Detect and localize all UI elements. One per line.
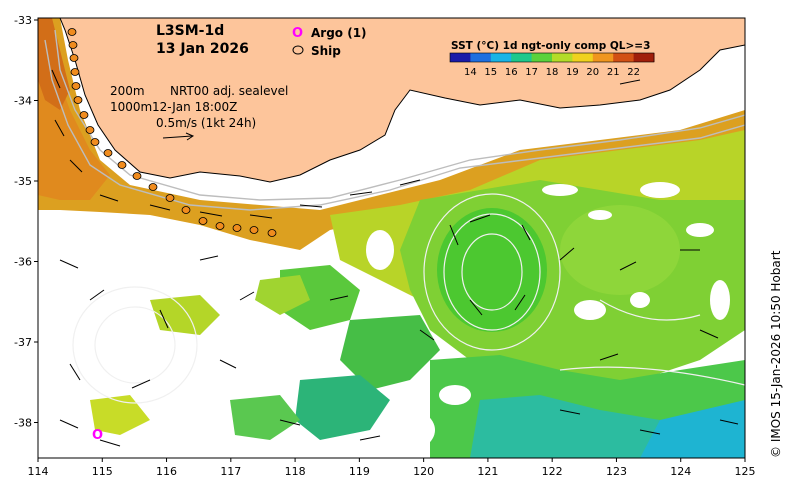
datetime-label: 12-Jan 18:00Z: [152, 100, 237, 114]
colorbar-swatches: [449, 52, 655, 63]
colorbar-tick-label: 14: [464, 67, 477, 78]
colorbar-swatch: [613, 53, 635, 62]
y-tick-label: -35: [14, 175, 32, 188]
depth-label-200m: 200m: [110, 84, 145, 98]
y-tick-label: -36: [14, 256, 32, 269]
cloud-gaps: [366, 182, 730, 452]
map-plot-area: O: [38, 18, 745, 458]
x-tick-label: 122: [542, 465, 563, 478]
colorbar-swatch: [572, 53, 594, 62]
scale-arrow: [162, 135, 193, 139]
sealevel-contours: [72, 193, 745, 404]
colorbar-swatch: [490, 53, 512, 62]
colorbar-swatch: [531, 53, 553, 62]
colorbar-tick-label: 21: [607, 67, 620, 78]
colorbar-swatch: [592, 53, 614, 62]
x-tick-label: 124: [670, 465, 691, 478]
colorbar-title: SST (°C) 1d ngt-only comp QL>=3: [451, 40, 650, 52]
colorbar-swatch: [470, 53, 492, 62]
colorbar-swatch: [633, 53, 655, 62]
map-title-date: 13 Jan 2026: [156, 41, 249, 57]
x-tick-label: 116: [156, 465, 177, 478]
colorbar-tick-label: 15: [484, 67, 497, 78]
colorbar: SST (°C) 1d ngt-only comp QL>=3 14 15 16 17…: [449, 40, 655, 78]
map-title-product: L3SM-1d: [156, 23, 224, 39]
y-tick-label: -38: [14, 417, 32, 430]
argo-legend-icon: O: [292, 26, 303, 41]
depth-label-1000m: 1000m: [110, 100, 152, 114]
bathymetry-contours: [44, 29, 745, 211]
x-tick-label: 119: [349, 465, 370, 478]
credit-text: © IMOS 15-Jan-2026 10:50 Hobart: [769, 250, 783, 458]
colorbar-tick-label: 19: [566, 67, 579, 78]
colorbar-swatch: [450, 53, 471, 62]
x-tick-label: 115: [92, 465, 113, 478]
colorbar-tick-label: 22: [627, 67, 640, 78]
colorbar-tick-label: 17: [525, 67, 538, 78]
plot-frame: [37, 17, 746, 459]
scale-label: 0.5m/s (1kt 24h): [156, 116, 256, 130]
colorbar-swatch: [511, 53, 533, 62]
colorbar-ticks: 14 15 16 17 18 19 20 21 22: [464, 67, 640, 78]
ship-legend-label: Ship: [311, 44, 341, 58]
current-vectors: [51, 69, 739, 447]
map-annotation: 200m NRT00 adj. sealevel 1000m 12-Jan 18…: [110, 84, 288, 141]
x-tick-label: 117: [220, 465, 241, 478]
sst-field: [38, 18, 745, 458]
x-tick-label: 123: [606, 465, 627, 478]
ship-legend-icon: [292, 45, 304, 55]
colorbar-tick-label: 16: [505, 67, 518, 78]
y-tick-label: -33: [14, 14, 32, 27]
product-label: NRT00 adj. sealevel: [170, 84, 288, 98]
colorbar-tick-label: 20: [586, 67, 599, 78]
x-tick-label: 114: [28, 465, 49, 478]
colorbar-swatch: [552, 53, 573, 62]
y-axis-ticks: -33 -34 -35 -36 -37 -38: [14, 14, 38, 430]
scale-arrow-head: [185, 132, 195, 141]
x-tick-label: 125: [735, 465, 756, 478]
colorbar-tick-label: 18: [546, 67, 559, 78]
map-legend: O Argo (1) Ship: [292, 26, 367, 58]
colorbar-frame: [449, 52, 655, 63]
argo-float-marker: O: [92, 428, 103, 443]
argo-legend-label: Argo (1): [311, 26, 367, 40]
x-axis-ticks: 114 115 116 117 118 119 120 121 122 123 124 125: [28, 458, 756, 478]
ship-track: [67, 28, 277, 237]
x-tick-label: 120: [413, 465, 434, 478]
x-tick-label: 118: [285, 465, 306, 478]
y-tick-label: -34: [14, 95, 32, 108]
x-tick-label: 121: [477, 465, 498, 478]
y-tick-label: -37: [14, 336, 32, 349]
